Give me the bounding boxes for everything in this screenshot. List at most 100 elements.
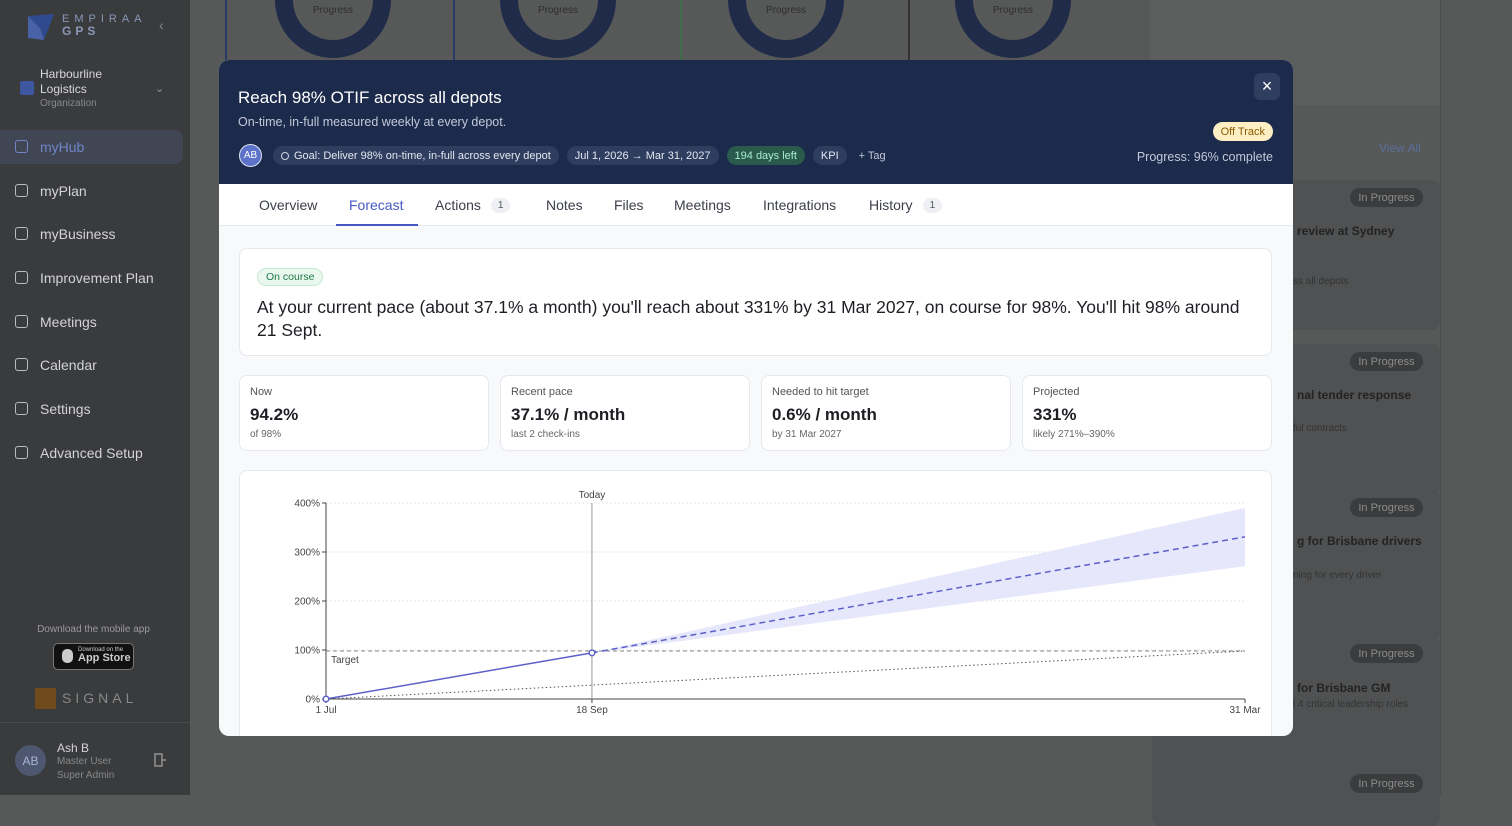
tab[interactable]: Forecast: [349, 184, 403, 226]
status-badge: In Progress: [1350, 774, 1423, 793]
data-point: [322, 695, 330, 703]
stat-label: Needed to hit target: [772, 386, 869, 398]
stat-card: Needed to hit target 0.6% / month by 31 Ma…: [761, 375, 1011, 451]
page: EMPIRAA GPS ‹ Harbourline Logistics Orga…: [0, 0, 1441, 795]
forecast-card: On course At your current pace (about 37…: [239, 248, 1272, 356]
badge-large: App Store: [78, 652, 131, 664]
tab-label: Meetings: [674, 197, 731, 213]
stat-note: last 2 check-ins: [511, 429, 580, 440]
y-tick-label: 200%: [294, 597, 320, 608]
nav-item[interactable]: Calendar: [40, 357, 97, 373]
x-tick-label: 1 Jul: [315, 705, 336, 716]
forecast-band: [591, 507, 1245, 653]
series-line: [325, 650, 1246, 700]
task-detail: ning for every driver: [1293, 570, 1382, 581]
x-tick-label: 31 Mar: [1229, 705, 1261, 716]
nav-icon: [15, 315, 28, 328]
nav-item[interactable]: myHub: [0, 130, 183, 164]
chip[interactable]: + Tag: [855, 146, 894, 165]
stat-note: by 31 Mar 2027: [772, 429, 842, 440]
app-store-badge[interactable]: Download on the App Store: [53, 643, 134, 670]
org-chevron[interactable]: ⌄: [155, 83, 165, 95]
goal-icon: [281, 151, 289, 160]
progress-label: Progress: [765, 5, 806, 16]
chip: KPI: [812, 146, 847, 165]
modal-title: Reach 98% OTIF across all depots: [238, 88, 502, 107]
nav-item[interactable]: Meetings: [40, 314, 97, 330]
progress-text: Progress: 96% complete: [1136, 150, 1273, 164]
nav-item[interactable]: myBusiness: [40, 226, 116, 242]
stat-value: 94.2%: [250, 405, 299, 424]
stat-label: Now: [250, 386, 273, 398]
chip-text: Goal: Deliver 98% on-time, in-full acros…: [294, 149, 551, 162]
card-divider: [225, 0, 227, 60]
series-line: [591, 536, 1246, 654]
tab[interactable]: Integrations: [763, 184, 836, 226]
collapse-button[interactable]: ‹: [159, 17, 164, 33]
data-point: [588, 649, 596, 657]
nav-icon: [15, 227, 28, 240]
tab[interactable]: Meetings: [674, 184, 731, 226]
nav-item[interactable]: Settings: [40, 401, 91, 417]
tab[interactable]: Overview: [259, 184, 317, 226]
tab-bar: Overview Forecast Actions 1 Notes Files Meetin…: [219, 184, 1293, 226]
task-title: review at Sydney: [1297, 224, 1395, 238]
stat-value: 0.6% / month: [772, 405, 877, 424]
tab-label: Actions: [435, 197, 481, 213]
progress-label: Progress: [537, 5, 578, 16]
nav-icon: [15, 184, 28, 197]
view-all-link[interactable]: View All: [1379, 141, 1421, 155]
nav-item[interactable]: Improvement Plan: [40, 270, 154, 286]
status-badge: Off Track: [1212, 122, 1273, 141]
modal-header: Reach 98% OTIF across all depots On-time…: [219, 60, 1293, 184]
nav-icon: [15, 271, 28, 284]
x-tick-label: 18 Sep: [576, 705, 608, 716]
nav-icon: [15, 140, 28, 153]
task-title: g for Brisbane drivers: [1297, 534, 1422, 548]
close-button[interactable]: ×: [1254, 73, 1280, 100]
user-avatar: AB: [15, 745, 46, 776]
mobile-prompt: Download the mobile app: [37, 624, 150, 635]
stat-label: Projected: [1033, 386, 1080, 398]
tab-label: Forecast: [349, 197, 404, 213]
status-badge: In Progress: [1350, 498, 1423, 517]
chart-card: 0% 100% 200% 300% 400% 1 Jul 18 Sep 31 Mar Targe…: [239, 470, 1272, 736]
y-tick-label: 100%: [294, 646, 320, 657]
target-label: Target: [331, 655, 359, 666]
stat-card: Recent pace 37.1% / month last 2 check-ins: [500, 375, 750, 451]
y-tick-label: 400%: [294, 499, 320, 510]
owner-avatar: AB: [239, 144, 262, 167]
stat-card: Projected 331% likely 271%–390%: [1022, 375, 1272, 451]
tab[interactable]: Files: [614, 184, 644, 226]
stat-value: 331%: [1033, 405, 1077, 424]
tab-label: Integrations: [763, 197, 837, 213]
card-divider: [680, 0, 682, 60]
chart: 0% 100% 200% 300% 400% 1 Jul 18 Sep 31 Mar Targe…: [294, 490, 1261, 716]
nav-item[interactable]: myPlan: [40, 183, 87, 199]
nav-item[interactable]: Advanced Setup: [40, 445, 143, 461]
tab-underline: [336, 224, 418, 226]
modal: Reach 98% OTIF across all depots On-time…: [219, 60, 1293, 736]
brand-product: GPS: [62, 24, 100, 38]
logout-icon[interactable]: [154, 753, 166, 767]
logo-icon: [28, 14, 54, 40]
progress-label: Progress: [992, 5, 1033, 16]
stat-value: 37.1% / month: [511, 405, 626, 424]
forecast-summary: At your current pace (about 37.1% a mont…: [257, 297, 1240, 340]
stat-label: Recent pace: [511, 386, 573, 398]
badge-small: Download on the: [78, 647, 124, 653]
chip-text: + Tag: [858, 149, 886, 162]
stat-note: of 98%: [250, 429, 282, 440]
task-detail: ful contracts: [1293, 423, 1347, 434]
tab[interactable]: Notes: [546, 184, 583, 226]
tab-count: 1: [490, 197, 511, 213]
task-title: for Brisbane GM: [1297, 681, 1391, 695]
task-title: nal tender response: [1297, 388, 1412, 402]
status-badge: In Progress: [1350, 644, 1423, 663]
tab[interactable]: Actions 1: [435, 184, 511, 226]
status-badge: In Progress: [1350, 188, 1423, 207]
tab[interactable]: History 1: [869, 184, 943, 226]
user-role: Master User: [57, 756, 112, 767]
tab-label: Files: [614, 197, 644, 213]
card-divider: [453, 0, 455, 60]
